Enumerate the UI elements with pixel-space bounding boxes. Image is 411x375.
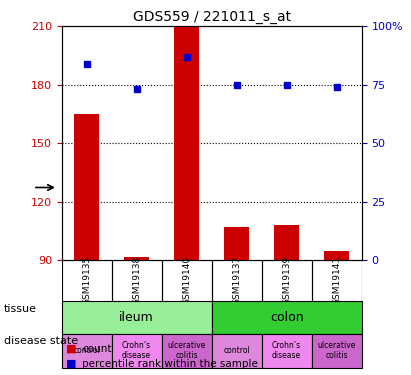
Text: ileum: ileum bbox=[119, 311, 154, 324]
Text: percentile rank within the sample: percentile rank within the sample bbox=[82, 359, 258, 369]
FancyBboxPatch shape bbox=[62, 301, 212, 334]
Text: GSM19138: GSM19138 bbox=[132, 256, 141, 305]
Text: ulcerative
colitis: ulcerative colitis bbox=[317, 341, 356, 360]
Text: GSM19139: GSM19139 bbox=[282, 256, 291, 305]
Text: disease state: disease state bbox=[4, 336, 78, 346]
FancyBboxPatch shape bbox=[262, 334, 312, 368]
FancyBboxPatch shape bbox=[62, 334, 112, 368]
Title: GDS559 / 221011_s_at: GDS559 / 221011_s_at bbox=[133, 10, 291, 24]
FancyBboxPatch shape bbox=[212, 301, 362, 334]
Bar bbox=[274, 225, 299, 261]
Text: GSM19140: GSM19140 bbox=[182, 256, 191, 305]
Bar bbox=[74, 114, 99, 261]
Bar bbox=[174, 26, 199, 261]
Text: control: control bbox=[223, 346, 250, 355]
Text: GSM19137: GSM19137 bbox=[232, 256, 241, 305]
Bar bbox=[224, 227, 249, 261]
FancyBboxPatch shape bbox=[162, 334, 212, 368]
Bar bbox=[124, 256, 149, 261]
Text: GSM19141: GSM19141 bbox=[332, 256, 341, 305]
Text: Crohn’s
disease: Crohn’s disease bbox=[272, 341, 301, 360]
Text: tissue: tissue bbox=[4, 304, 37, 314]
Text: colon: colon bbox=[270, 311, 303, 324]
Text: ■: ■ bbox=[66, 344, 76, 354]
Text: ulcerative
colitis: ulcerative colitis bbox=[167, 341, 206, 360]
Text: GSM19135: GSM19135 bbox=[82, 256, 91, 305]
Text: Crohn’s
disease: Crohn’s disease bbox=[122, 341, 151, 360]
Text: count: count bbox=[82, 344, 112, 354]
FancyBboxPatch shape bbox=[312, 334, 362, 368]
FancyBboxPatch shape bbox=[112, 334, 162, 368]
Text: ■: ■ bbox=[66, 359, 76, 369]
Text: control: control bbox=[73, 346, 100, 355]
FancyBboxPatch shape bbox=[212, 334, 262, 368]
Bar bbox=[324, 251, 349, 261]
